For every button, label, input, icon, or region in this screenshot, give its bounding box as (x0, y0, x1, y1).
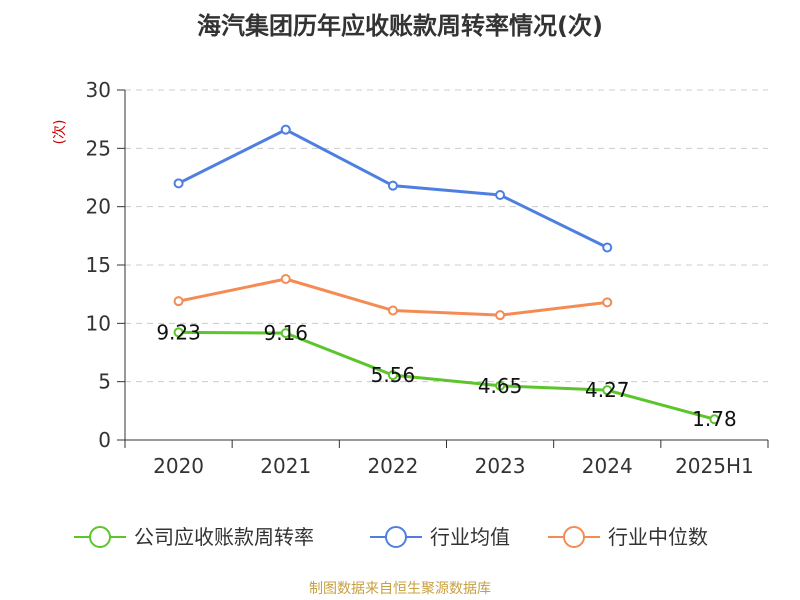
data-label: 9.16 (263, 321, 308, 345)
y-tick-label: 0 (98, 428, 111, 452)
data-point (602, 385, 613, 396)
x-tick-label: 2021 (260, 454, 311, 478)
x-tick-label: 2022 (367, 454, 418, 478)
data-label: 1.78 (692, 407, 737, 431)
y-tick-label: 30 (86, 78, 111, 102)
y-axis-label: (次) (52, 120, 68, 145)
y-tick-label: 10 (86, 311, 111, 335)
series-line (178, 330, 715, 421)
data-label: 9.23 (156, 320, 201, 344)
data-point (495, 310, 506, 321)
data-source-note: 制图数据来自恒生聚源数据库 (309, 581, 491, 597)
chart-title: 海汽集团历年应收账款周转率情况(次) (197, 12, 603, 40)
data-label: 5.56 (371, 363, 416, 387)
legend-swatch-marker (385, 526, 407, 548)
x-tick-label: 2023 (475, 454, 526, 478)
legend-swatch-marker (89, 526, 111, 548)
data-point (495, 190, 506, 200)
data-point (387, 370, 398, 381)
data-point (280, 328, 291, 339)
data-point (280, 124, 291, 135)
data-label: 4.27 (585, 378, 630, 402)
data-point (495, 380, 506, 391)
data-point (173, 327, 184, 338)
y-tick-label: 15 (86, 253, 111, 277)
data-point (280, 274, 291, 284)
y-tick-label: 20 (86, 195, 111, 219)
y-tick-label: 5 (98, 370, 111, 394)
data-point (387, 180, 398, 191)
data-point (387, 305, 398, 316)
data-point (173, 178, 184, 189)
x-tick-label: 2020 (153, 454, 204, 478)
legend-label: 行业均值 (430, 525, 510, 549)
data-label: 4.65 (478, 374, 523, 398)
data-point (602, 297, 613, 308)
legend-label: 行业中位数 (608, 525, 708, 549)
x-tick-label: 2024 (582, 454, 633, 478)
y-tick-label: 25 (86, 136, 111, 160)
legend-swatch-marker (563, 526, 585, 548)
data-point (709, 414, 720, 425)
x-tick-label: 2025H1 (675, 454, 754, 478)
data-point (602, 242, 613, 253)
legend-label: 公司应收账款周转率 (134, 525, 314, 549)
data-point (173, 296, 184, 307)
